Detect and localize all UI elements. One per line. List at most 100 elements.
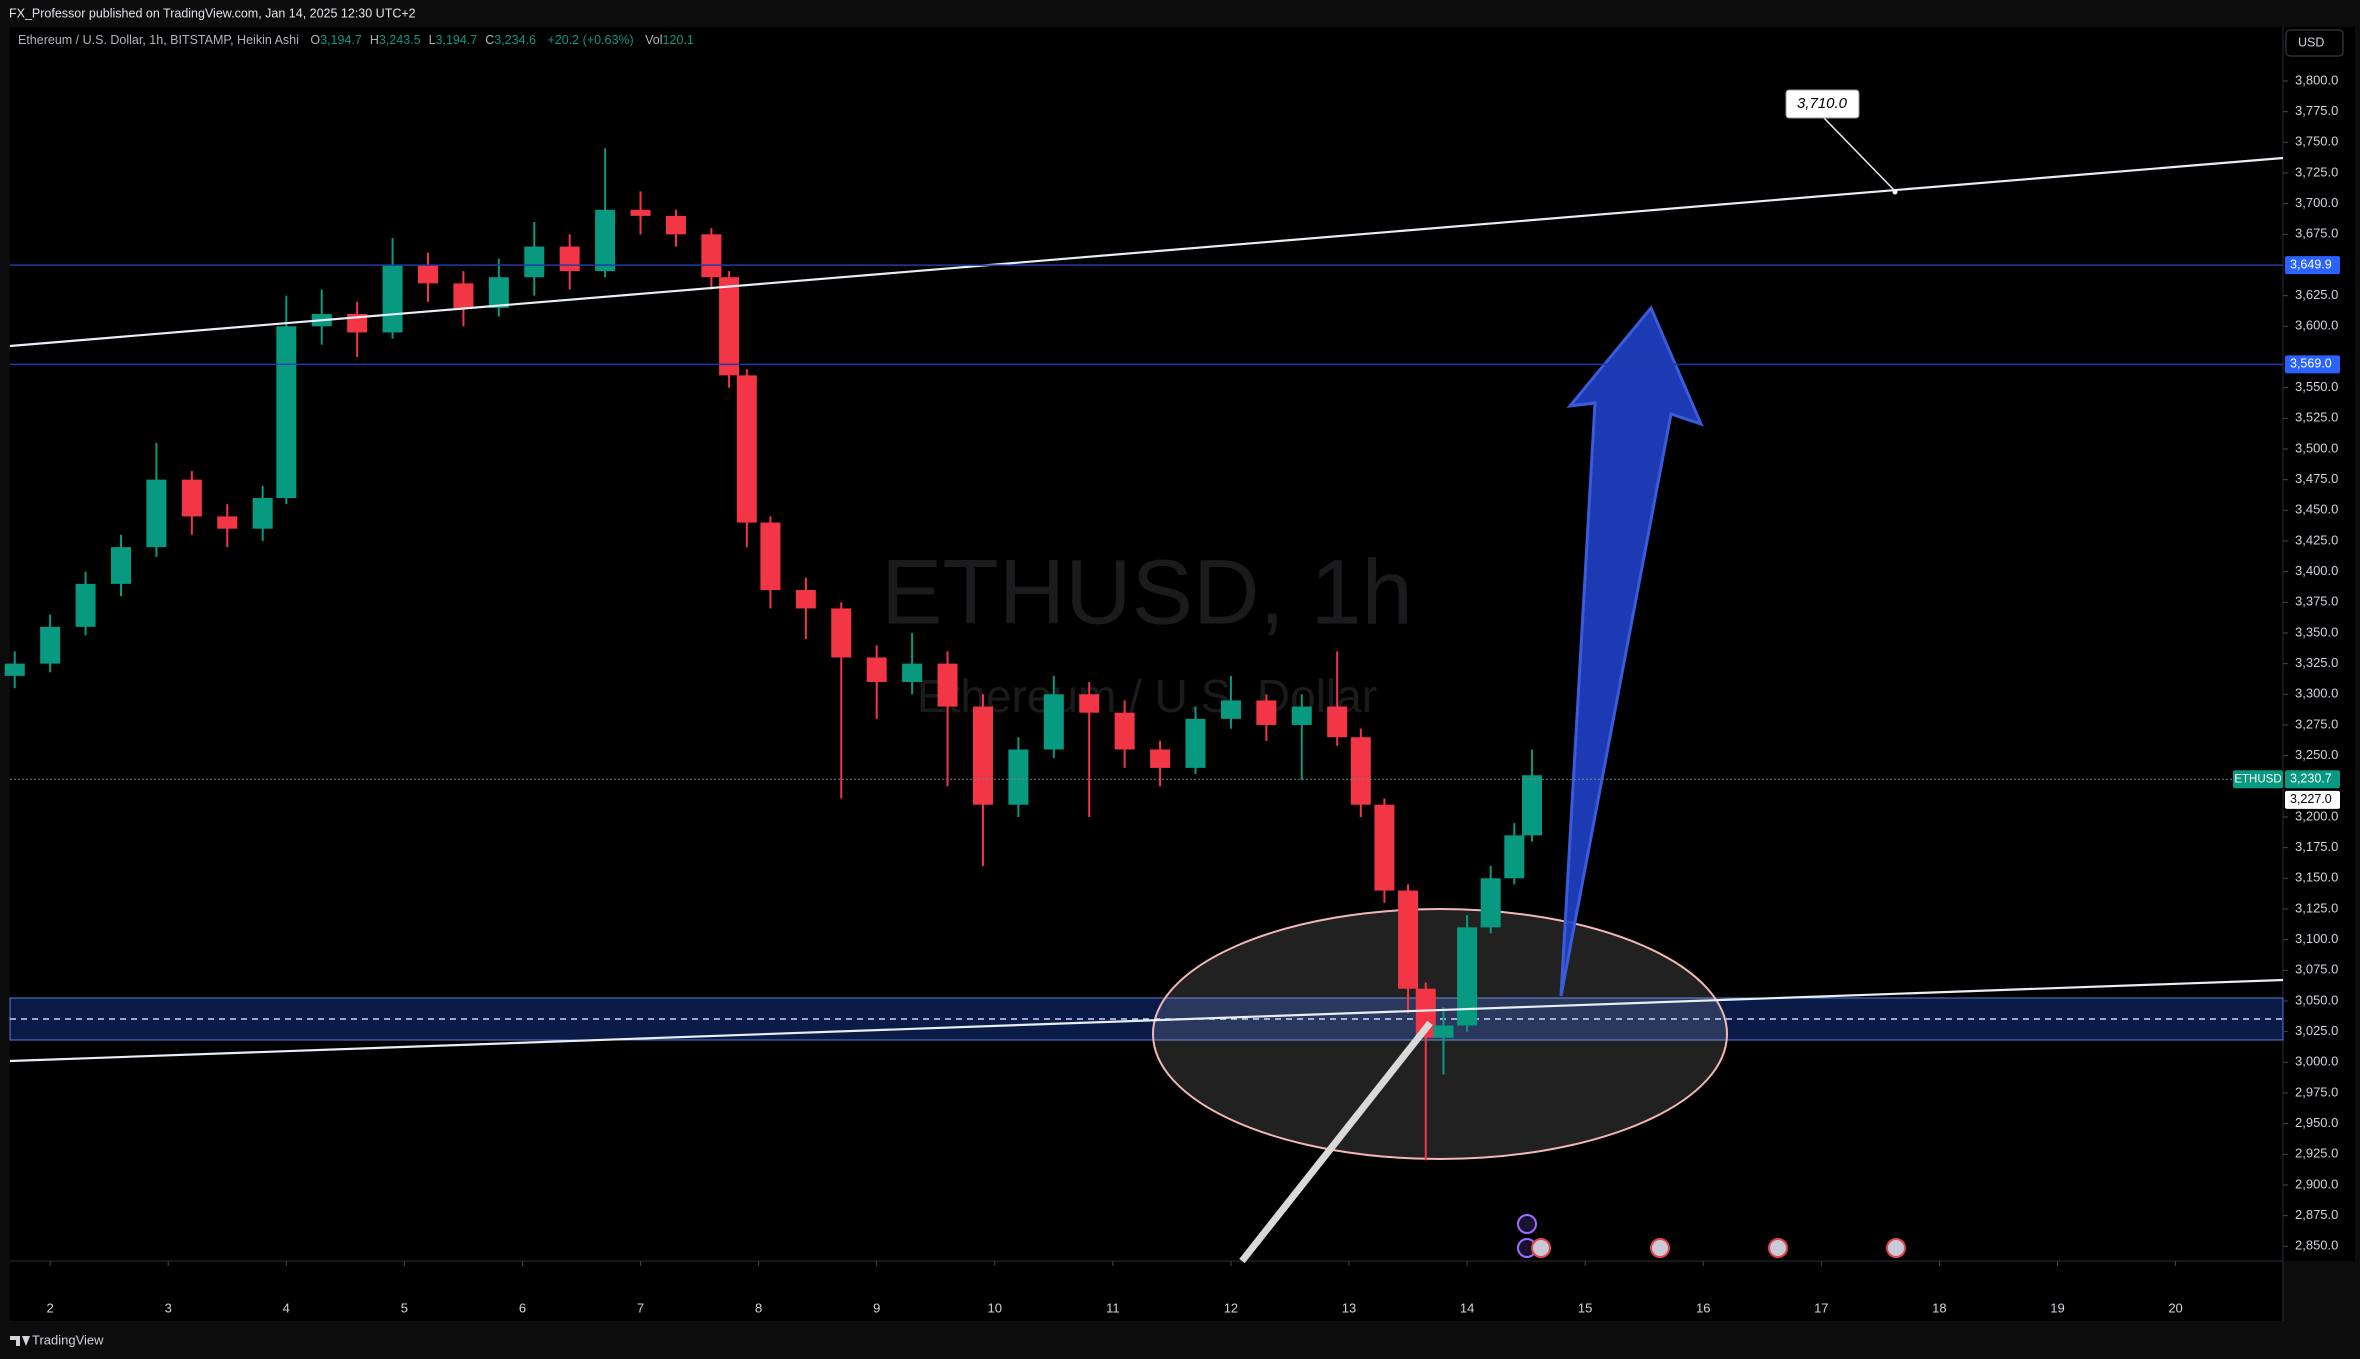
event-icon — [1768, 1238, 1788, 1258]
candle-body — [595, 209, 616, 272]
legend-key: O — [310, 33, 321, 47]
legend-value: 120.1 — [662, 33, 694, 47]
legend-value: 3,194.7 — [320, 33, 362, 47]
candle-body — [1256, 700, 1277, 725]
candle-body — [453, 283, 474, 308]
x-tick-label: 18 — [1932, 1300, 1946, 1315]
pointer-line — [1239, 1020, 1433, 1264]
y-tick-label: 3,075.0 — [2295, 962, 2338, 977]
x-tick-label: 3 — [165, 1300, 172, 1315]
publisher: FX_Professor published on TradingView.co… — [9, 6, 416, 20]
event-icons — [1517, 1214, 1906, 1258]
candle-body — [1480, 878, 1501, 928]
y-tick-label: 3,375.0 — [2295, 594, 2338, 609]
x-tick-label: 11 — [1106, 1300, 1120, 1315]
candle-body — [40, 626, 61, 664]
candles — [4, 148, 1543, 1161]
candle-body — [146, 479, 167, 548]
x-tick-label: 15 — [1578, 1300, 1592, 1315]
price-badge-label: 3,569.0 — [2290, 357, 2332, 371]
y-tick-label: 3,275.0 — [2295, 716, 2338, 731]
candle-body — [902, 663, 923, 683]
y-tick-label: 2,900.0 — [2295, 1176, 2338, 1191]
candle-body — [110, 547, 131, 584]
drawings: 3,710.0 — [9, 89, 2284, 1264]
y-tick-label: 3,250.0 — [2295, 747, 2338, 762]
y-tick-label: 3,000.0 — [2295, 1054, 2338, 1069]
plot-area — [10, 27, 2283, 1261]
event-icon — [1650, 1238, 1670, 1258]
price-badge — [2285, 256, 2340, 275]
symbol-badge-label: ETHUSD — [2234, 773, 2281, 785]
legend-value: 3,194.7 — [435, 33, 478, 47]
callout-anchor — [1892, 189, 1898, 195]
candle-body — [937, 663, 958, 707]
y-tick-label: 3,200.0 — [2295, 808, 2338, 823]
candle-body — [1220, 700, 1241, 719]
y-tick-label: 3,475.0 — [2295, 471, 2338, 486]
y-tick-label: 3,325.0 — [2295, 655, 2338, 670]
watermark-symbol: ETHUSD, 1h — [881, 541, 1413, 643]
x-tick-label: 9 — [873, 1300, 880, 1315]
candle-body — [1114, 712, 1135, 750]
candle-body — [760, 522, 781, 591]
candle-body — [1374, 804, 1395, 891]
legend-key: H — [369, 33, 379, 47]
price-axis — [2283, 27, 2355, 1261]
y-tick-label: 3,750.0 — [2295, 134, 2338, 149]
candle-body — [276, 326, 297, 499]
y-tick-label: 3,425.0 — [2295, 532, 2338, 547]
candle-body — [701, 234, 722, 278]
candle-body — [795, 590, 816, 609]
currency-label[interactable]: USD — [2298, 35, 2324, 49]
candle-body — [1327, 706, 1348, 738]
x-tick-label: 14 — [1460, 1300, 1474, 1315]
trendline-lower — [9, 978, 2284, 1063]
legend-items: O3,194.7 H3,243.5 L3,194.7 C3,234.6 — [310, 33, 544, 47]
candle-body — [1350, 737, 1371, 805]
y-tick-label: 3,050.0 — [2295, 992, 2338, 1007]
y-tick-label: 2,975.0 — [2295, 1084, 2338, 1099]
candle-body — [1398, 890, 1419, 989]
brand: TradingView — [32, 1332, 104, 1347]
candle-body — [181, 479, 202, 517]
candle-body — [488, 277, 509, 308]
candle-body — [831, 608, 852, 658]
price-badge-label: 3,227.0 — [2290, 792, 2332, 806]
x-tick-label: 13 — [1342, 1300, 1356, 1315]
y-tick-label: 3,550.0 — [2295, 379, 2338, 394]
y-tick-label: 3,300.0 — [2295, 686, 2338, 701]
x-tick-label: 5 — [401, 1300, 408, 1315]
x-tick-label: 20 — [2168, 1300, 2182, 1315]
trendline-upper — [9, 156, 2284, 348]
x-tick-label: 8 — [755, 1300, 762, 1315]
x-tick-label: 17 — [1814, 1300, 1828, 1315]
price-badge — [2285, 355, 2340, 374]
y-tick-label: 3,150.0 — [2295, 870, 2338, 885]
legend-value: 3,234.6 — [494, 33, 537, 47]
target-arrow — [1559, 305, 1704, 997]
x-tick-label: 4 — [283, 1300, 290, 1315]
candle-body — [4, 663, 25, 676]
callout-label: 3,710.0 — [1797, 95, 1848, 112]
time-axis — [10, 1261, 2283, 1321]
currency-button[interactable] — [2285, 29, 2344, 57]
y-tick-label: 3,100.0 — [2295, 931, 2338, 946]
y-tick-label: 3,025.0 — [2295, 1023, 2338, 1038]
x-tick-label: 12 — [1224, 1300, 1238, 1315]
x-tick-label: 7 — [637, 1300, 644, 1315]
candle-body — [630, 209, 651, 216]
event-icon — [1531, 1238, 1551, 1258]
x-tick-label: 2 — [47, 1300, 54, 1315]
candle-body — [719, 277, 740, 376]
y-tick-label: 2,850.0 — [2295, 1238, 2338, 1253]
y-tick-label: 3,625.0 — [2295, 287, 2338, 302]
y-tick-label: 3,125.0 — [2295, 900, 2338, 915]
y-tick-label: 2,925.0 — [2295, 1146, 2338, 1161]
price-badge-label: 3,230.7 — [2290, 772, 2332, 786]
candle-body — [866, 657, 887, 683]
callout-pointer — [1823, 117, 1896, 192]
candle-body — [1457, 927, 1478, 1026]
x-tick-label: 16 — [1696, 1300, 1710, 1315]
